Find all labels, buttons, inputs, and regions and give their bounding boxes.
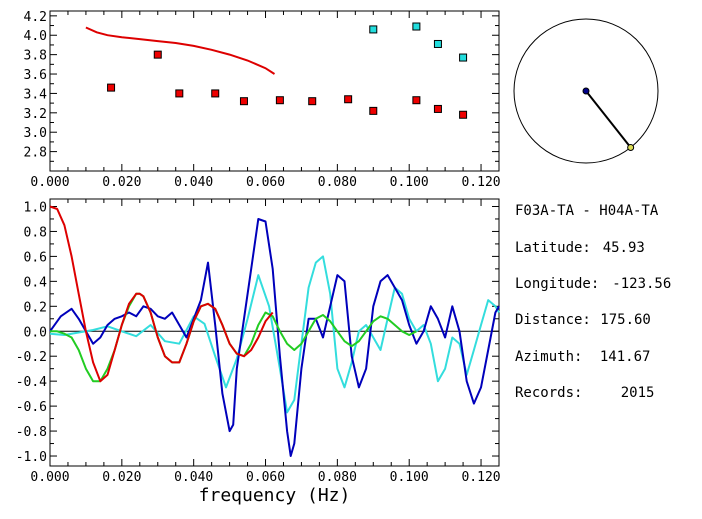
x-tick-label: 0.120 [461, 470, 500, 485]
fundamental-mode-point [153, 50, 162, 59]
y-tick-label: 0.4 [24, 275, 48, 290]
y-tick-label: 4.2 [24, 10, 47, 25]
y-tick-label: 3.2 [24, 107, 47, 122]
x-tick-label: 0.040 [174, 175, 213, 190]
y-tick-label: 3.0 [24, 126, 47, 141]
y-tick-label: 2.8 [24, 146, 47, 161]
x-tick-label: 0.040 [174, 470, 213, 485]
y-tick-label: -1.0 [16, 450, 47, 465]
info-label: Records: [515, 385, 583, 402]
fundamental-mode-point [308, 97, 317, 106]
info-value: 175.60 [600, 312, 651, 329]
fundamental-mode-point [459, 110, 468, 119]
bessel-fit-red [49, 205, 274, 383]
overtone-point [433, 39, 442, 48]
fundamental-mode-point [239, 97, 248, 106]
station-endpoint-dot [627, 143, 635, 151]
x-tick-label: 0.000 [30, 175, 69, 190]
info-row-azimuth: Azimuth: 141.67 [515, 348, 671, 366]
fundamental-mode-point [412, 96, 421, 105]
x-tick-label: 0.080 [318, 175, 357, 190]
plot-frame [49, 10, 500, 172]
x-tick-label: 0.120 [461, 175, 500, 190]
fundamental-mode-point [369, 106, 378, 115]
fundamental-mode-point [175, 89, 184, 98]
fundamental-mode-point [211, 89, 220, 98]
station-pair-title: F03A-TA - H04A-TA [515, 203, 659, 220]
y-tick-label: -0.6 [16, 400, 47, 415]
y-tick-label: 4.0 [24, 29, 47, 44]
x-tick-label: 0.100 [390, 175, 429, 190]
y-tick-label: -0.2 [16, 350, 47, 365]
fundamental-mode-point [275, 96, 284, 105]
info-value: 2015 [620, 385, 655, 402]
correlation-trace-blue [49, 218, 500, 457]
x-axis-title: frequency (Hz) [199, 485, 351, 506]
info-row-longitude: Longitude: -123.56 [515, 275, 671, 293]
azimuth-compass [513, 18, 659, 164]
y-tick-label: 3.6 [24, 68, 47, 83]
y-tick-label: 0.0 [24, 325, 47, 340]
y-tick-label: 1.0 [24, 200, 47, 215]
x-tick-label: 0.100 [390, 470, 429, 485]
station-info-panel: F03A-TA - H04A-TA Latitude: 45.93 Longitu… [515, 184, 671, 421]
overtone-point [412, 22, 421, 31]
correlation-trace-cyan [49, 255, 500, 414]
azimuth-line [585, 90, 632, 149]
info-row-distance: Distance: 175.60 [515, 311, 671, 329]
y-tick-label: 3.4 [24, 87, 48, 102]
compass-circle [513, 18, 659, 164]
info-row-latitude: Latitude: 45.93 [515, 239, 671, 257]
info-value: 141.67 [599, 348, 651, 365]
dispersion-chart: 0.000 0.020 0.040 0.060 0.080 0.100 0.120 2.8 3.… [24, 10, 501, 190]
fundamental-mode-point [344, 95, 353, 104]
info-label: Longitude: [515, 276, 600, 293]
y-tick-label: -0.8 [16, 425, 47, 440]
x-tick-label: 0.020 [102, 175, 141, 190]
fundamental-mode-point [433, 104, 442, 113]
correlation-chart: 0.000 0.020 0.040 0.060 0.080 0.100 0.120 -1.0 -… [16, 198, 501, 506]
y-tick-label: 3.8 [24, 49, 47, 64]
info-label: Azimuth: [515, 348, 583, 365]
station-center-dot [582, 87, 590, 95]
overtone-point [459, 53, 468, 62]
overtone-point [369, 25, 378, 34]
y-tick-label: 0.2 [24, 300, 47, 315]
info-value: 45.93 [602, 239, 645, 256]
fundamental-mode-point [107, 83, 116, 92]
info-row-records: Records: 2015 [515, 384, 671, 402]
info-value: -123.56 [612, 276, 672, 293]
x-tick-label: 0.060 [246, 470, 285, 485]
x-tick-label: 0.020 [102, 470, 141, 485]
plot-frame [49, 198, 500, 467]
y-tick-label: -0.4 [16, 375, 47, 390]
info-label: Latitude: [515, 239, 591, 256]
info-label: Distance: [515, 312, 591, 329]
x-tick-label: 0.080 [318, 470, 357, 485]
y-tick-label: 0.8 [24, 225, 47, 240]
x-tick-label: 0.000 [30, 470, 69, 485]
dispersion-curve [85, 26, 276, 75]
x-tick-label: 0.060 [246, 175, 285, 190]
y-tick-label: 0.6 [24, 250, 47, 265]
